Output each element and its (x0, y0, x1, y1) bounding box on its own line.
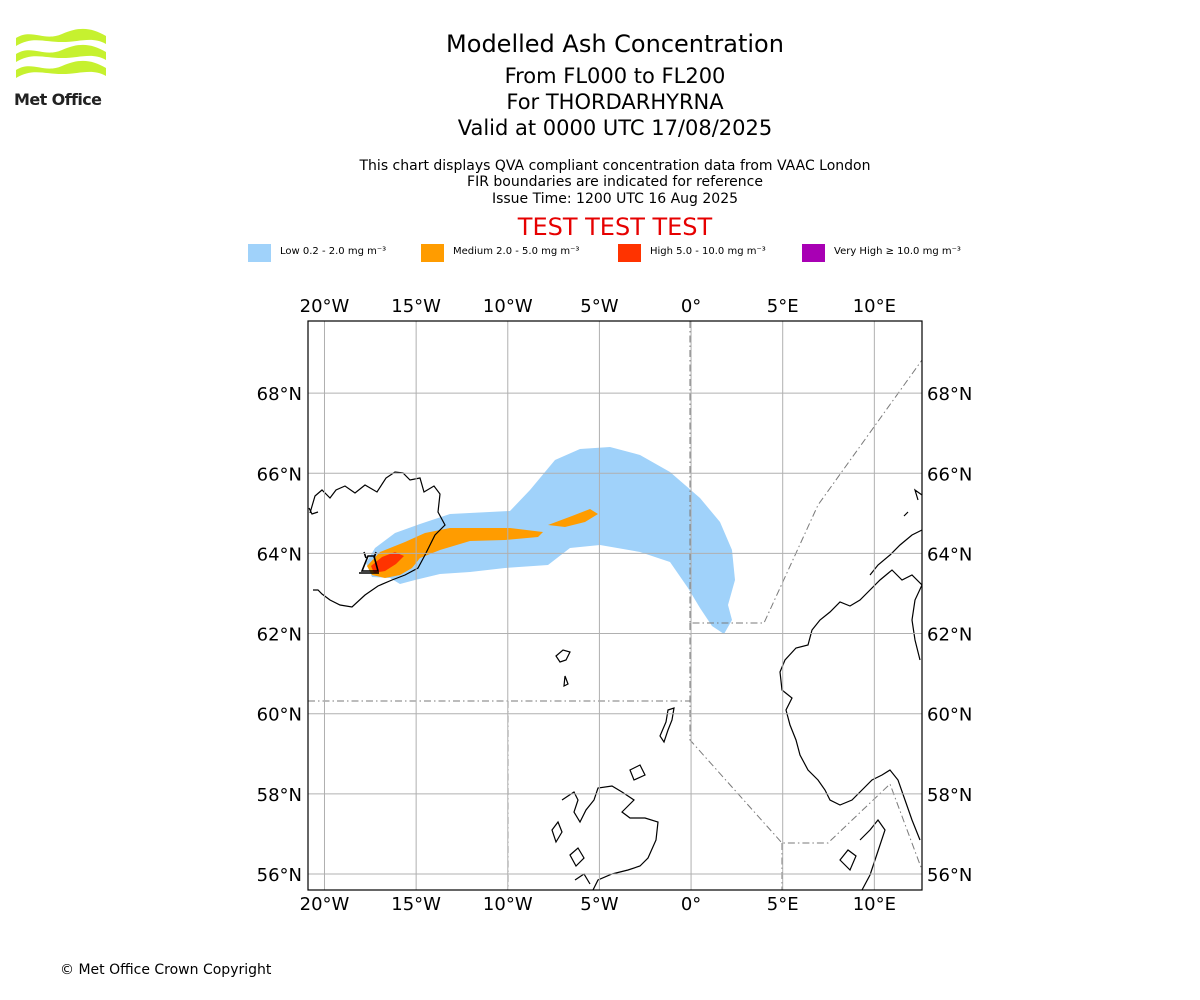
lon-tick-label-bottom: 5°W (580, 894, 618, 915)
lat-tick-label-left: 66°N (257, 464, 302, 485)
lon-tick-label-bottom: 20°W (300, 894, 350, 915)
legend-swatch-medium (421, 244, 444, 262)
lat-tick-label-left: 62°N (257, 625, 302, 646)
lat-tick-label-right: 62°N (927, 625, 972, 646)
lon-tick-label-top: 5°E (767, 296, 799, 317)
coastline-norway (779, 488, 922, 841)
lat-tick-label-left: 68°N (257, 384, 302, 405)
lon-tick-label-top: 15°W (391, 296, 441, 317)
legend-label-high: High 5.0 - 10.0 mg m⁻³ (650, 246, 766, 257)
lon-tick-label-bottom: 5°E (767, 894, 799, 915)
lon-tick-label-bottom: 10°E (853, 894, 896, 915)
legend-swatch-low (248, 244, 271, 262)
ash-area-medium-2 (548, 509, 598, 527)
lon-tick-label-top: 10°E (853, 296, 896, 317)
met-office-waves-icon (16, 28, 106, 78)
lon-tick-label-bottom: 10°W (483, 894, 533, 915)
coastline-scotland (551, 785, 659, 890)
coastline-shetland (659, 707, 675, 744)
logo-text: Met Office (14, 90, 102, 109)
lat-tick-label-right: 68°N (927, 384, 972, 405)
lat-tick-label-right: 66°N (927, 464, 972, 485)
legend-swatch-high (618, 244, 641, 262)
fir-boundaries (308, 321, 922, 890)
coastline-sweden (839, 584, 922, 890)
legend-label-low: Low 0.2 - 2.0 mg m⁻³ (280, 246, 387, 257)
legend-label-medium: Medium 2.0 - 5.0 mg m⁻³ (453, 246, 580, 257)
ash-area-medium (367, 528, 543, 578)
coastlines (308, 471, 922, 890)
lat-tick-label-right: 58°N (927, 785, 972, 806)
lat-tick-label-left: 58°N (257, 785, 302, 806)
lat-tick-label-right: 64°N (927, 544, 972, 565)
lon-tick-label-bottom: 0° (681, 894, 701, 915)
ash-area-high (371, 552, 404, 573)
issue-time: Issue Time: 1200 UTC 16 Aug 2025 (491, 191, 739, 207)
coastline-iceland-west (308, 507, 319, 515)
info-line-1: This chart displays QVA compliant concen… (359, 158, 871, 174)
map-frame (307, 320, 923, 891)
tick-labels: 20°W 20°W 15°W 15°W 10°W 10°W 5°W 5°W 0° 0° 5°E 5°E… (257, 296, 973, 915)
lat-tick-label-left: 60°N (257, 705, 302, 726)
legend-label-very-high: Very High ≥ 10.0 mg m⁻³ (834, 246, 961, 257)
lon-tick-label-top: 0° (681, 296, 701, 317)
met-office-logo: Met Office (14, 28, 110, 114)
coastline-iceland (309, 471, 446, 608)
lon-tick-label-top: 20°W (300, 296, 350, 317)
coastline-faroes (555, 649, 571, 688)
chart-title: Modelled Ash Concentration (446, 30, 784, 58)
lon-tick-label-top: 10°W (483, 296, 533, 317)
lat-tick-label-right: 60°N (927, 705, 972, 726)
coastline-orkney (629, 764, 646, 781)
gridlines (308, 321, 922, 890)
volcano-name: For THORDARHYRNA (506, 90, 724, 114)
lat-tick-label-left: 56°N (257, 865, 302, 886)
info-line-2: FIR boundaries are indicated for referen… (467, 174, 763, 190)
lat-tick-label-right: 56°N (927, 865, 972, 886)
flight-level-range: From FL000 to FL200 (504, 64, 726, 88)
lon-tick-label-bottom: 15°W (391, 894, 441, 915)
lat-tick-label-left: 64°N (257, 544, 302, 565)
valid-time: Valid at 0000 UTC 17/08/2025 (457, 116, 773, 140)
lon-tick-label-top: 5°W (580, 296, 618, 317)
test-banner: TEST TEST TEST (517, 213, 713, 241)
copyright-notice: © Met Office Crown Copyright (60, 962, 272, 978)
ash-area-low (366, 447, 735, 634)
legend-swatch-very-high (802, 244, 825, 262)
